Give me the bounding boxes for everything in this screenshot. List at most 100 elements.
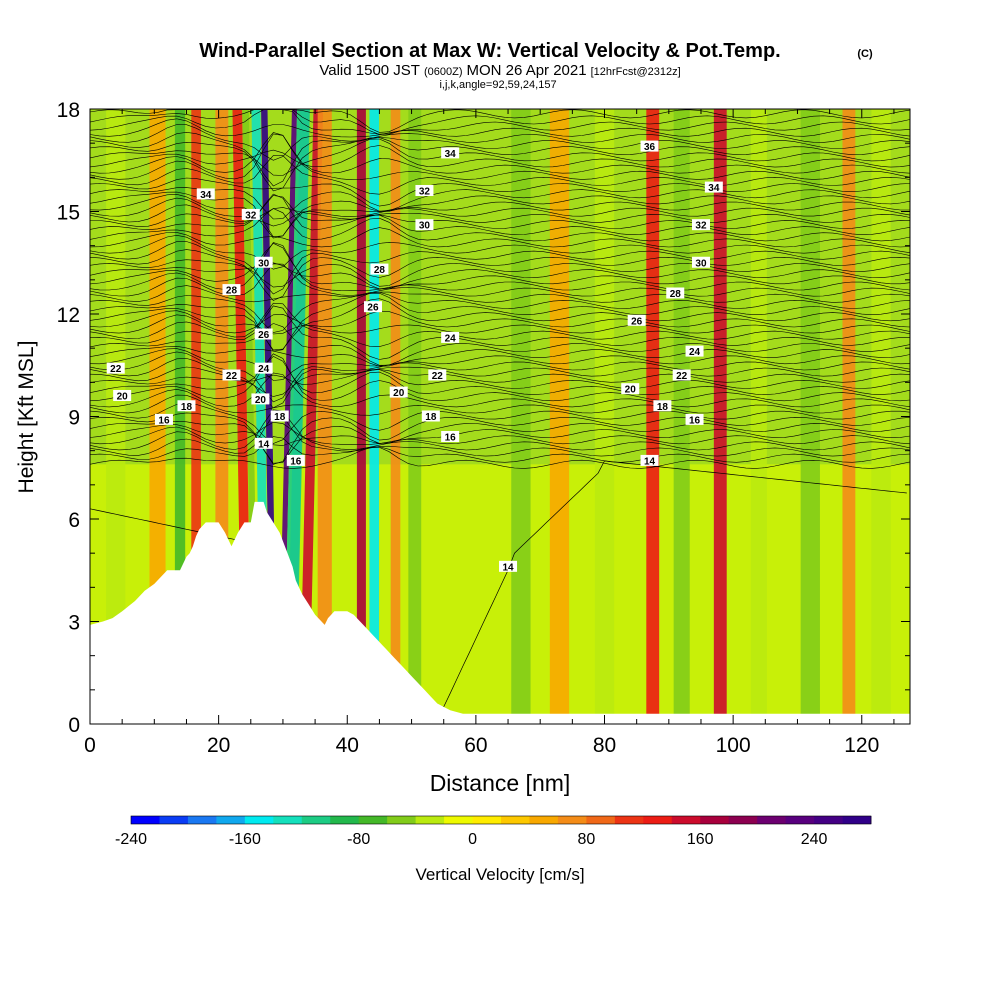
theta-contour-line bbox=[90, 412, 910, 465]
velocity-band bbox=[594, 109, 615, 724]
velocity-band bbox=[369, 109, 380, 724]
colorbar bbox=[130, 815, 872, 825]
velocity-band bbox=[646, 109, 660, 724]
colorbar-segment bbox=[757, 816, 787, 824]
theta-contour-line bbox=[90, 118, 910, 138]
y-tick-label: 6 bbox=[68, 509, 80, 532]
colorbar-segment bbox=[501, 816, 530, 824]
contour-label: 22 bbox=[676, 371, 688, 382]
y-axis-label: Height [Kft MSL] bbox=[15, 341, 38, 494]
theta-contour-line bbox=[90, 109, 910, 133]
theta-contour-line bbox=[90, 372, 910, 408]
theta-contour-line bbox=[90, 242, 910, 290]
velocity-band bbox=[842, 109, 856, 724]
colorbar-segment bbox=[330, 816, 360, 824]
contour-label-bg bbox=[251, 393, 270, 405]
contour-label-bg bbox=[640, 140, 659, 152]
colorbar-tick-label: -80 bbox=[347, 831, 370, 848]
x-tick-label: 40 bbox=[336, 734, 359, 757]
contour-label-bg bbox=[691, 219, 710, 231]
colorbar-segment bbox=[358, 816, 388, 824]
subtitle-date: MON 26 Apr 2021 bbox=[467, 62, 587, 79]
contour-label: 20 bbox=[393, 388, 405, 399]
contour-label-bg bbox=[286, 454, 305, 466]
theta-contour-line bbox=[90, 421, 910, 445]
theta-contour-line bbox=[90, 447, 910, 469]
colorbar-tick-labels: -240 -160 -80 0 80 160 240 bbox=[115, 831, 828, 848]
subtitle-utc: (0600Z) bbox=[424, 66, 463, 78]
theta-contour-line bbox=[90, 191, 910, 238]
contour-label: 36 bbox=[644, 142, 656, 153]
plot-area: 34 32 30 28 26 24 22 20 22 20 18 16 18 14 16 34 32 30 28 26… bbox=[90, 109, 910, 724]
theta-contour-line bbox=[90, 234, 910, 270]
x-axis: 0 20 40 60 80 100 120 bbox=[84, 109, 895, 757]
contour-label-bg bbox=[113, 390, 132, 401]
contour-label-bg bbox=[389, 386, 408, 398]
theta-contour-line bbox=[90, 145, 910, 168]
theta-contour-line bbox=[90, 227, 910, 248]
colorbar-segment bbox=[301, 816, 331, 824]
y-tick-label: 0 bbox=[68, 714, 80, 737]
contour-label-bg bbox=[196, 188, 215, 200]
theta-contour-line bbox=[90, 313, 910, 334]
theta-contour-line bbox=[90, 323, 910, 366]
contour-label-bg bbox=[370, 263, 389, 275]
theta-contour-line bbox=[90, 124, 910, 161]
contour-label: 34 bbox=[708, 183, 720, 194]
colorbar-segment bbox=[159, 816, 189, 824]
contour-label: 18 bbox=[425, 412, 437, 423]
contour-label: 16 bbox=[445, 433, 457, 444]
colorbar-label: Vertical Velocity [cm/s] bbox=[415, 865, 584, 884]
theta-contour-line bbox=[90, 302, 910, 347]
theta-contour-line bbox=[90, 241, 910, 295]
contour-label: 20 bbox=[117, 392, 129, 403]
theta-contour-line bbox=[90, 197, 910, 227]
y-tick-label: 12 bbox=[57, 304, 80, 327]
theta-contour-line bbox=[90, 262, 910, 290]
contour-label-bg bbox=[254, 328, 273, 340]
contour-label: 18 bbox=[274, 412, 286, 423]
colorbar-segment bbox=[700, 816, 730, 824]
contour-label: 30 bbox=[695, 258, 707, 269]
theta-contour-line bbox=[90, 298, 910, 351]
theta-contour-line bbox=[90, 193, 910, 239]
theta-contour-line bbox=[90, 424, 910, 446]
colorbar-segment bbox=[187, 816, 217, 824]
contour-label: 26 bbox=[258, 330, 270, 341]
theta-contour-line bbox=[90, 402, 910, 444]
contour-label: 30 bbox=[419, 221, 431, 232]
contour-label: 20 bbox=[255, 395, 267, 406]
contour-labels: 34 32 30 28 26 24 22 20 22 20 18 16 18 14 16 34 32 30 28 26… bbox=[106, 140, 723, 573]
colorbar-segment bbox=[842, 816, 872, 824]
contour-label-bg bbox=[222, 369, 241, 381]
chart-title-copyright: (C) bbox=[857, 48, 873, 60]
y-tick-label: 15 bbox=[57, 202, 80, 225]
velocity-band bbox=[713, 109, 727, 724]
contour-label-bg bbox=[270, 410, 289, 422]
colorbar-tick-label: 0 bbox=[468, 831, 477, 848]
colorbar-segment bbox=[273, 816, 303, 824]
colorbar-tick-label: -160 bbox=[229, 831, 261, 848]
chart-subtitle: Valid 1500 JST (0600Z) MON 26 Apr 2021 [12h… bbox=[319, 62, 680, 79]
chart-subtitle-2: i,j,k,angle=92,59,24,157 bbox=[439, 79, 556, 91]
contour-label: 24 bbox=[689, 347, 701, 358]
colorbar-segment bbox=[728, 816, 758, 824]
contour-label-bg bbox=[653, 400, 672, 412]
contour-label-bg bbox=[621, 383, 640, 395]
theta-contour-line bbox=[90, 109, 910, 135]
theta-contour-line bbox=[90, 131, 910, 187]
velocity-band bbox=[800, 109, 820, 724]
contour-label-bg bbox=[640, 454, 659, 466]
contour-label: 14 bbox=[502, 562, 514, 573]
colorbar-tick-label: 80 bbox=[577, 831, 595, 848]
colorbar-segment bbox=[472, 816, 502, 824]
contour-label: 22 bbox=[110, 364, 122, 375]
colorbar-segment bbox=[557, 816, 587, 824]
theta-contour-line bbox=[90, 177, 910, 207]
contour-label: 16 bbox=[290, 456, 302, 467]
theta-contour-line bbox=[90, 285, 910, 303]
velocity-bands bbox=[106, 109, 891, 724]
contour-label-bg bbox=[685, 345, 704, 357]
theta-contour-line bbox=[90, 310, 910, 335]
